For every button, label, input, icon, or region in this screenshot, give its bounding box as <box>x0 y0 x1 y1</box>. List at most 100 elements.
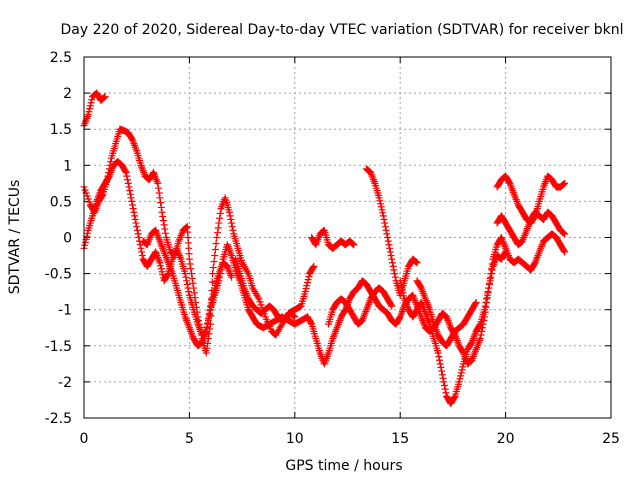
data-point <box>436 356 444 364</box>
data-point <box>208 278 216 286</box>
data-point <box>376 197 384 205</box>
data-point <box>190 289 198 297</box>
data-point <box>85 108 93 116</box>
data-points <box>80 89 569 408</box>
data-point <box>397 280 405 288</box>
data-point <box>387 301 395 309</box>
x-tick-label: 25 <box>602 431 620 447</box>
data-point <box>560 229 568 237</box>
data-point <box>210 287 218 295</box>
data-point <box>202 327 210 335</box>
data-point <box>561 230 569 238</box>
series-track-a <box>80 89 109 130</box>
data-point <box>154 179 162 187</box>
data-point <box>183 280 191 288</box>
data-point <box>412 258 420 266</box>
data-point <box>209 264 217 272</box>
data-point <box>457 372 465 380</box>
y-tick-label: 2 <box>63 86 72 102</box>
data-point <box>186 260 194 268</box>
data-point <box>209 293 217 301</box>
data-point <box>157 203 165 211</box>
data-point <box>384 234 392 241</box>
data-point <box>380 215 388 223</box>
data-point <box>375 194 383 202</box>
y-tick-label: -1 <box>58 303 72 319</box>
data-point <box>156 259 164 267</box>
data-point <box>214 224 222 232</box>
data-point <box>216 209 224 217</box>
x-tick-label: 0 <box>80 431 89 447</box>
series-track-i <box>232 255 299 325</box>
data-point <box>530 260 538 268</box>
data-point <box>85 198 93 206</box>
data-point <box>129 205 137 213</box>
data-point <box>501 249 509 257</box>
data-point <box>185 288 193 296</box>
data-point <box>256 298 264 306</box>
data-point <box>455 378 463 386</box>
data-point <box>304 276 312 284</box>
data-point <box>136 241 144 249</box>
data-point <box>384 237 392 245</box>
data-point <box>128 197 136 205</box>
data-point <box>211 246 219 254</box>
data-point <box>398 286 406 294</box>
data-point <box>132 219 140 227</box>
data-point <box>158 208 166 216</box>
data-point <box>210 258 218 266</box>
data-point <box>204 339 212 347</box>
data-point <box>133 223 141 231</box>
data-point <box>184 284 192 292</box>
data-point <box>382 226 390 234</box>
data-point <box>133 226 141 234</box>
data-point <box>481 302 489 310</box>
x-tick-label: 20 <box>497 431 515 447</box>
data-point <box>505 178 513 186</box>
data-point <box>559 181 567 189</box>
y-tick-label: 1 <box>63 158 72 174</box>
data-point <box>303 279 311 287</box>
y-tick-label: 2.5 <box>50 50 72 66</box>
data-point <box>182 224 190 232</box>
data-point <box>182 273 190 281</box>
data-point <box>255 295 263 303</box>
data-point <box>183 223 191 231</box>
data-point <box>183 277 191 285</box>
data-point <box>81 238 89 246</box>
data-point <box>399 289 407 297</box>
data-point <box>215 219 223 227</box>
data-point <box>395 314 403 322</box>
y-tick-label: -2.5 <box>45 411 72 427</box>
data-point <box>229 226 237 234</box>
data-point <box>487 273 495 281</box>
data-point <box>482 298 490 306</box>
data-point <box>213 234 221 241</box>
data-point <box>84 111 92 119</box>
data-point <box>389 262 397 270</box>
data-point <box>121 167 129 175</box>
data-point <box>378 206 386 214</box>
data-point <box>205 311 213 319</box>
data-point <box>383 230 391 238</box>
data-point <box>302 285 310 293</box>
data-point <box>225 208 233 216</box>
x-tick-label: 10 <box>286 431 304 447</box>
data-point <box>164 271 172 279</box>
data-point <box>126 187 134 195</box>
data-point <box>188 274 196 282</box>
data-point <box>560 247 568 255</box>
data-point <box>207 299 215 307</box>
data-point <box>157 262 165 270</box>
data-point <box>206 302 214 310</box>
y-tick-label: -1.5 <box>45 339 72 355</box>
data-point <box>202 349 210 357</box>
series-track-j <box>139 226 236 350</box>
data-point <box>379 209 387 217</box>
series-track-e <box>362 165 421 299</box>
data-point <box>86 105 94 113</box>
data-point <box>228 223 236 231</box>
data-point <box>442 389 450 397</box>
data-point <box>472 298 480 306</box>
series-track-h <box>493 208 569 249</box>
